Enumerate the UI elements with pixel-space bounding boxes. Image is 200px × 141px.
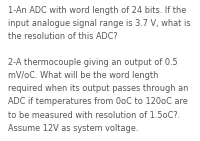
- Text: the resolution of this ADC?: the resolution of this ADC?: [8, 32, 118, 41]
- Text: input analogue signal range is 3.7 V, what is: input analogue signal range is 3.7 V, wh…: [8, 19, 190, 28]
- Text: 2-A thermocouple giving an output of 0.5: 2-A thermocouple giving an output of 0.5: [8, 58, 178, 67]
- Text: to be measured with resolution of 1.5oC?.: to be measured with resolution of 1.5oC?…: [8, 111, 180, 120]
- Text: 1-An ADC with word length of 24 bits. If the: 1-An ADC with word length of 24 bits. If…: [8, 6, 186, 15]
- Text: mV/oC. What will be the word length: mV/oC. What will be the word length: [8, 71, 158, 80]
- Text: ADC if temperatures from 0oC to 120oC are: ADC if temperatures from 0oC to 120oC ar…: [8, 97, 188, 106]
- Text: required when its output passes through an: required when its output passes through …: [8, 84, 188, 93]
- Text: Assume 12V as system voltage.: Assume 12V as system voltage.: [8, 124, 138, 133]
